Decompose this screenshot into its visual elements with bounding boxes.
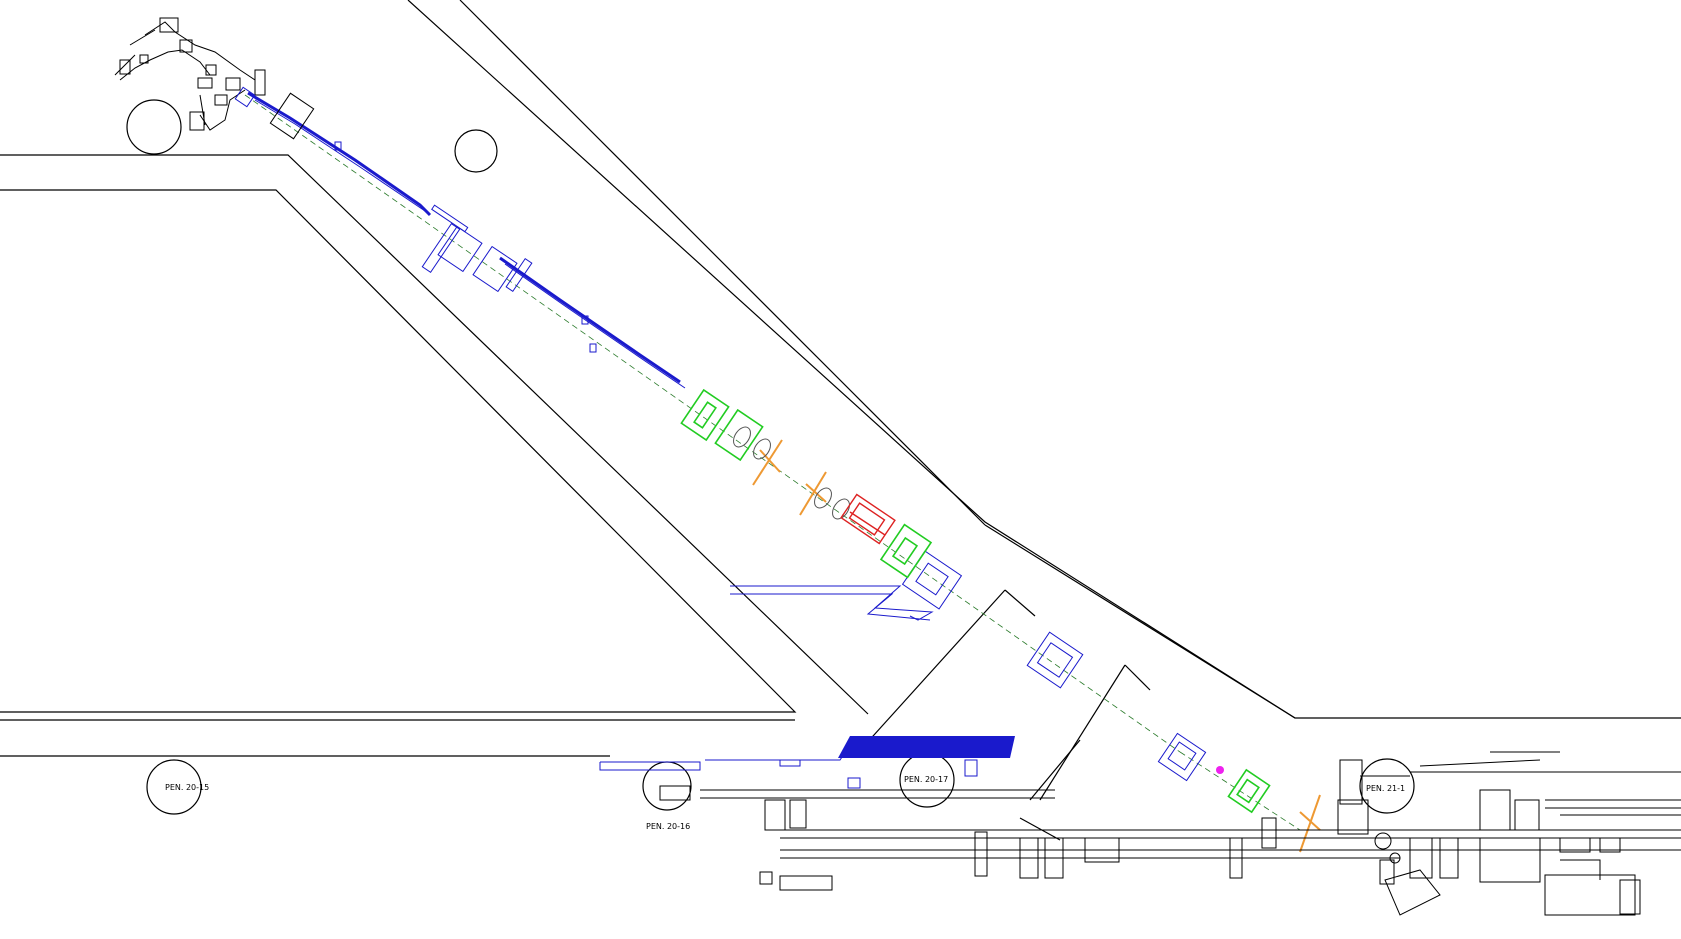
wall-outer-diagonal-2 [459,0,986,526]
gray-lenses [733,426,850,520]
red-element [840,493,896,545]
pen-label: PEN. 20-15 [165,783,209,792]
lower-transport [659,751,1681,916]
pen-circle [1359,758,1415,814]
vault-wall-e [1029,739,1081,801]
pen-circle [146,759,202,815]
wall-right-lower [984,524,1296,719]
penetration-labels: PEN. 20-15 PEN. 20-16 PEN. 20-17 PEN. 21… [165,775,1405,831]
beamline-blue [234,86,1207,789]
blue-ramp [838,736,1015,758]
wall-inner-upper [0,154,869,715]
vault-wall-d [1124,664,1151,691]
vault-wall-a [854,589,1006,757]
source-cluster [114,17,266,131]
magenta-marker [1216,766,1224,774]
tunnel-walls [0,0,1681,841]
vault-wall-b [1004,589,1036,617]
column-circle [126,99,182,155]
columns [126,99,1415,815]
pen-label: PEN. 20-17 [904,775,948,784]
wall-inner-lower [0,189,797,713]
vault-wall-f [1019,817,1061,841]
wall-outer-diagonal [407,0,1681,719]
vault-wall-c [1039,664,1126,801]
pen-label: PEN. 21-1 [1366,784,1405,793]
column-circle [454,129,498,173]
orange-elements [752,439,1321,853]
pen-label: PEN. 20-16 [646,822,690,831]
quadrupoles-green [680,388,1271,814]
